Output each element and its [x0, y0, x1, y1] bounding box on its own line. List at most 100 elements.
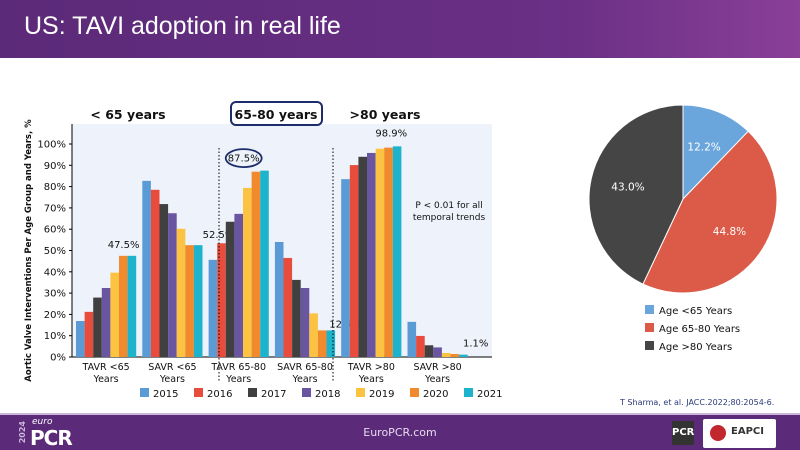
bar-2016 — [217, 243, 226, 357]
bar-2016 — [283, 257, 293, 357]
bar-2020 — [185, 245, 194, 357]
bar-2016 — [349, 165, 359, 357]
y-tick-label: 100% — [37, 140, 66, 151]
x-tick-label: Years — [358, 374, 384, 385]
bar-2019 — [243, 187, 252, 357]
logo-euro: euro — [32, 417, 53, 427]
legend-swatch — [645, 305, 654, 314]
y-tick-label: 50% — [44, 246, 66, 257]
bar-2017 — [358, 156, 367, 357]
legend-swatch — [410, 388, 419, 397]
data-label: 98.9% — [375, 128, 407, 139]
x-tick-label: Years — [159, 374, 185, 385]
bar-2018 — [168, 213, 177, 357]
eapci-logo: EAPCI — [703, 419, 776, 448]
bar-2020 — [450, 354, 460, 357]
x-tick-label: TAVR 65-80 — [210, 362, 266, 373]
pie-slice — [588, 104, 684, 285]
p-value-note: temporal trends — [413, 213, 486, 223]
bar-2018 — [300, 287, 310, 357]
bar-2019 — [176, 228, 186, 357]
legend-label: Age >80 Years — [659, 342, 732, 353]
y-tick-label: 90% — [44, 161, 66, 172]
bar-2017 — [159, 204, 169, 357]
legend-label: 2015 — [153, 389, 178, 400]
x-tick-label: SAVR 65-80 — [277, 362, 333, 373]
section-label: < 65 years — [90, 107, 165, 122]
legend-swatch — [302, 388, 311, 397]
x-tick-label: Years — [291, 374, 317, 385]
legend-label: 2019 — [369, 389, 394, 400]
section-highlight-box — [230, 101, 323, 126]
legend-label: 2017 — [261, 389, 286, 400]
heart-icon — [710, 425, 726, 441]
x-tick-label: TAVR >80 — [347, 362, 395, 373]
pie-slice — [642, 130, 778, 294]
bar-2021 — [459, 354, 468, 357]
y-tick-label: 30% — [44, 289, 66, 300]
legend-swatch — [645, 341, 654, 350]
p-value-note: P < 0.01 for all — [415, 201, 482, 211]
bar-2015 — [76, 321, 85, 357]
logo-pcr: PCR — [30, 426, 73, 450]
footer-url[interactable]: EuroPCR.com — [363, 426, 437, 439]
bar-2017 — [225, 221, 235, 357]
pie-slice — [682, 104, 749, 201]
x-tick-label: Years — [225, 374, 251, 385]
x-tick-label: Years — [93, 374, 119, 385]
bar-2018 — [234, 213, 243, 357]
bar-2020 — [251, 171, 261, 357]
x-tick-label: SAVR <65 — [148, 362, 196, 373]
legend-swatch — [645, 323, 654, 332]
bar-2015 — [142, 180, 151, 357]
y-tick-label: 0% — [50, 353, 66, 364]
legend-swatch — [194, 388, 203, 397]
bar-2021 — [326, 330, 336, 357]
bar-2021 — [193, 245, 203, 357]
bar-2017 — [292, 279, 301, 357]
y-tick-label: 20% — [44, 310, 66, 321]
data-label: 47.5% — [108, 240, 140, 251]
bar-2021 — [392, 146, 402, 357]
legend-swatch — [464, 388, 473, 397]
highlight-ellipse — [224, 148, 263, 169]
eapci-text: EAPCI — [731, 426, 764, 437]
section-label: 65-80 years — [235, 107, 318, 122]
y-tick-label: 40% — [44, 267, 66, 278]
x-tick-label: TAVR <65 — [82, 362, 130, 373]
bar-2017 — [424, 345, 434, 357]
bar-2018 — [101, 287, 111, 357]
data-label: 87.5% — [228, 154, 260, 165]
x-tick-label: Years — [424, 374, 450, 385]
bar-2015 — [274, 241, 284, 357]
bar-2017 — [93, 297, 102, 357]
bar-2019 — [375, 148, 385, 357]
legend-label: 2016 — [207, 389, 232, 400]
citation: T Sharma, et al. JACC.2022;80:2054-6. — [620, 398, 775, 407]
legend-label: 2018 — [315, 389, 340, 400]
bar-2019 — [441, 352, 451, 357]
legend-swatch — [140, 388, 149, 397]
y-tick-label: 80% — [44, 182, 66, 193]
legend-swatch — [248, 388, 257, 397]
y-tick-label: 60% — [44, 225, 66, 236]
pcr-badge: PCR — [672, 421, 694, 445]
bar-2021 — [260, 170, 269, 357]
legend-label: 2020 — [423, 389, 448, 400]
bar-2018 — [367, 152, 376, 357]
data-label: 1.1% — [463, 339, 488, 350]
bar-2019 — [110, 272, 119, 357]
bar-2020 — [317, 330, 327, 357]
bar-2019 — [309, 313, 318, 357]
legend-label: 2021 — [477, 389, 502, 400]
bar-2021 — [127, 255, 137, 357]
footer: 2024 euro PCR EuroPCR.com PCR EAPCI — [0, 413, 800, 450]
y-tick-label: 10% — [44, 331, 66, 342]
bar-2015 — [407, 321, 417, 357]
bar-2018 — [433, 347, 442, 357]
legend-label: Age 65-80 Years — [659, 324, 740, 335]
legend-label: Age <65 Years — [659, 306, 732, 317]
bar-2015 — [341, 179, 350, 357]
y-axis-label: Aortic Valve Interventions Per Age Group… — [24, 119, 34, 382]
legend-swatch — [356, 388, 365, 397]
